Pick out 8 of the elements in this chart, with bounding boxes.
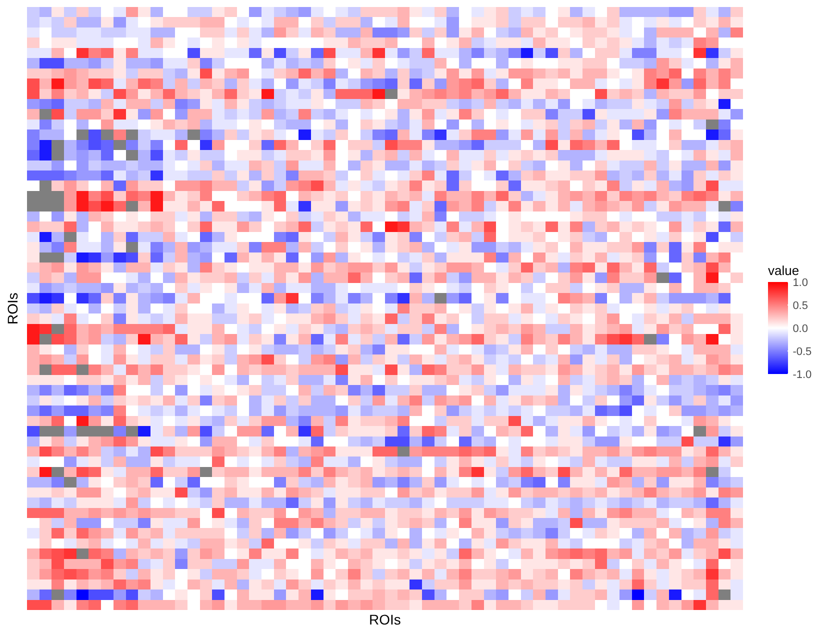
color-bar-label: -0.5 — [792, 346, 812, 358]
color-bar-label: 1.0 — [792, 277, 808, 289]
color-bar-label: -1.0 — [792, 369, 812, 381]
color-bar-label: 0.5 — [792, 300, 808, 312]
color-bar-label: 0.0 — [792, 323, 808, 335]
legend-title: value — [768, 262, 800, 278]
x-axis-title: ROIs — [369, 611, 401, 628]
y-axis-title: ROIs — [4, 292, 21, 324]
